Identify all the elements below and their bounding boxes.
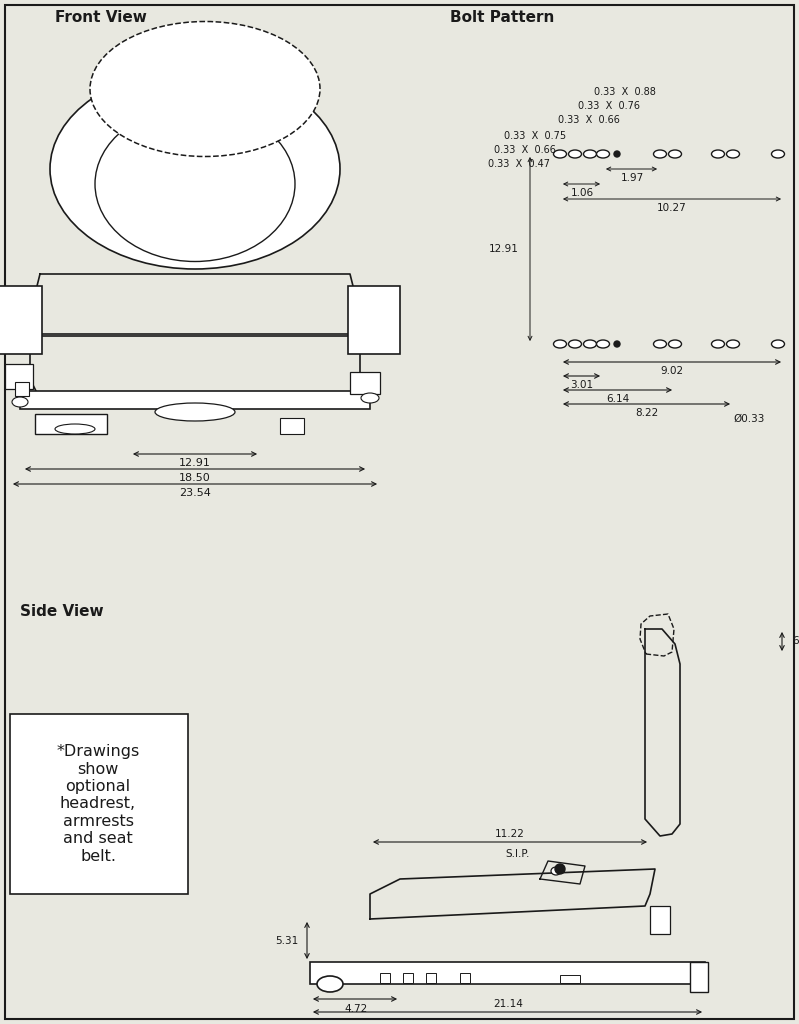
Ellipse shape xyxy=(726,340,740,348)
Text: 4.72: 4.72 xyxy=(344,1004,368,1014)
Ellipse shape xyxy=(551,867,561,874)
Ellipse shape xyxy=(583,150,597,158)
Ellipse shape xyxy=(583,340,597,348)
Bar xyxy=(15,382,29,396)
Text: 11.22: 11.22 xyxy=(495,829,525,839)
Text: *Drawings
show
optional
headrest,
armrests
and seat
belt.: *Drawings show optional headrest, armres… xyxy=(57,744,140,863)
Text: 0.33  X  0.76: 0.33 X 0.76 xyxy=(578,101,640,111)
Ellipse shape xyxy=(12,397,28,407)
Bar xyxy=(403,973,413,983)
Text: 1.06: 1.06 xyxy=(570,188,594,198)
Text: 0.33  X  0.75: 0.33 X 0.75 xyxy=(504,131,566,141)
Bar xyxy=(20,391,370,409)
Text: S.I.P.: S.I.P. xyxy=(506,849,530,859)
Text: 18.50: 18.50 xyxy=(179,473,211,483)
Ellipse shape xyxy=(614,151,620,157)
Ellipse shape xyxy=(726,150,740,158)
Bar xyxy=(350,372,380,394)
Ellipse shape xyxy=(569,340,582,348)
Text: 3.01: 3.01 xyxy=(570,380,593,390)
Ellipse shape xyxy=(55,424,95,434)
Ellipse shape xyxy=(569,150,582,158)
Ellipse shape xyxy=(669,150,682,158)
Text: 0.33  X  0.66: 0.33 X 0.66 xyxy=(559,115,620,125)
Bar xyxy=(348,286,400,354)
Bar xyxy=(426,973,436,983)
Text: 0.33  X  0.47: 0.33 X 0.47 xyxy=(488,159,550,169)
Bar xyxy=(460,973,470,983)
Text: 6.14: 6.14 xyxy=(606,394,629,404)
Ellipse shape xyxy=(597,340,610,348)
Text: Front View: Front View xyxy=(55,10,147,26)
Bar xyxy=(560,975,580,983)
Text: 1.97: 1.97 xyxy=(620,173,644,183)
Polygon shape xyxy=(30,336,360,399)
Text: 0.33  X  0.88: 0.33 X 0.88 xyxy=(594,87,656,97)
Ellipse shape xyxy=(597,150,610,158)
Ellipse shape xyxy=(654,150,666,158)
Ellipse shape xyxy=(555,864,565,874)
Ellipse shape xyxy=(711,340,725,348)
Bar xyxy=(280,418,304,434)
Text: 12.91: 12.91 xyxy=(179,458,211,468)
Polygon shape xyxy=(35,274,355,334)
Ellipse shape xyxy=(554,150,566,158)
Text: 9.02: 9.02 xyxy=(661,366,684,376)
Bar xyxy=(5,364,33,389)
Bar xyxy=(10,714,188,894)
Ellipse shape xyxy=(95,106,295,261)
Polygon shape xyxy=(640,614,674,656)
Bar xyxy=(0,286,42,354)
Text: 5.31: 5.31 xyxy=(275,936,298,946)
Text: 21.14: 21.14 xyxy=(493,999,523,1009)
Ellipse shape xyxy=(50,69,340,269)
Bar xyxy=(310,962,705,984)
Ellipse shape xyxy=(317,976,343,992)
Text: Side View: Side View xyxy=(20,603,104,618)
Text: 0.33  X  0.66: 0.33 X 0.66 xyxy=(494,145,556,155)
Text: 10.27: 10.27 xyxy=(657,203,687,213)
Bar xyxy=(380,973,390,983)
Ellipse shape xyxy=(772,340,785,348)
Polygon shape xyxy=(540,861,585,884)
Text: 6.18: 6.18 xyxy=(792,637,799,646)
Ellipse shape xyxy=(155,403,235,421)
Ellipse shape xyxy=(90,22,320,157)
Polygon shape xyxy=(645,629,680,836)
Ellipse shape xyxy=(614,341,620,347)
Text: Ø0.33: Ø0.33 xyxy=(733,414,765,424)
Ellipse shape xyxy=(361,393,379,403)
Text: 12.91: 12.91 xyxy=(489,244,519,254)
Ellipse shape xyxy=(772,150,785,158)
Polygon shape xyxy=(370,869,655,919)
Ellipse shape xyxy=(669,340,682,348)
Bar xyxy=(650,906,670,934)
Text: Bolt Pattern: Bolt Pattern xyxy=(450,10,555,26)
Text: 23.54: 23.54 xyxy=(179,488,211,498)
Ellipse shape xyxy=(554,340,566,348)
Bar xyxy=(35,414,107,434)
Ellipse shape xyxy=(654,340,666,348)
Bar xyxy=(690,962,708,992)
Ellipse shape xyxy=(711,150,725,158)
Text: 8.22: 8.22 xyxy=(635,408,658,418)
